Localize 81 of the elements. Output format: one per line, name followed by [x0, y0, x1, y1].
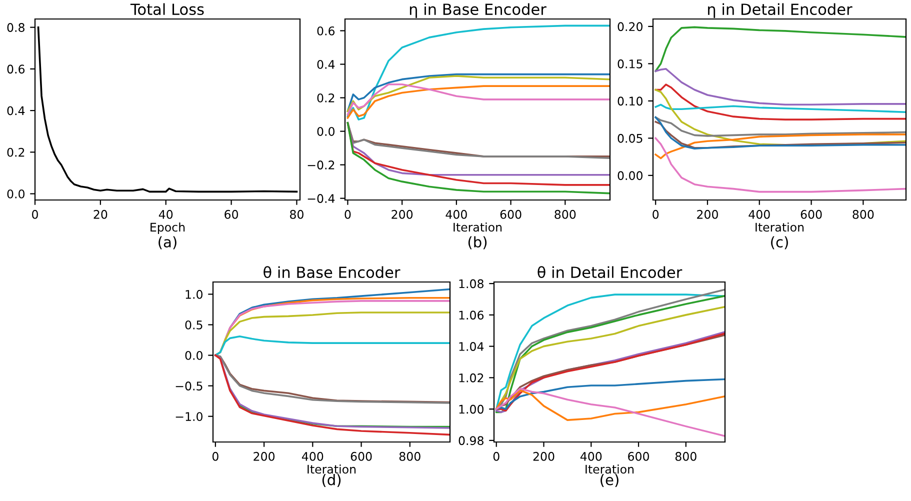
x-tick-label: 800 — [852, 210, 874, 219]
x-tick-label: 80 — [290, 210, 304, 219]
line-series — [214, 335, 450, 356]
line-series — [495, 389, 725, 421]
y-tick-label: 0.4 — [317, 60, 335, 69]
line-series — [654, 104, 906, 114]
x-tick-label: 0 — [493, 452, 500, 461]
y-tick-label: −0.2 — [308, 160, 334, 170]
line-series — [346, 122, 610, 176]
x-tick-label: 0 — [32, 210, 38, 219]
y-tick-label: 0.6 — [7, 64, 25, 74]
x-tick-label: 40 — [158, 210, 173, 219]
y-tick-label: 0.05 — [618, 134, 642, 143]
x-tick-label: 400 — [748, 210, 770, 219]
y-tick-label: 0.00 — [618, 171, 642, 180]
y-tick-label: 0.6 — [317, 26, 335, 36]
line-series — [495, 388, 725, 437]
line-series — [654, 68, 906, 106]
x-tick-label: 400 — [580, 452, 602, 461]
line-series — [654, 26, 906, 72]
x-tick-label: 0 — [344, 210, 351, 219]
y-tick-label: 1.06 — [459, 310, 484, 320]
x-tick-label: 400 — [302, 452, 324, 461]
line-series — [654, 116, 906, 137]
x-tick-label: 800 — [554, 210, 576, 219]
y-tick-label: 0.0 — [317, 127, 334, 136]
x-tick-label: 800 — [399, 452, 420, 461]
x-axis-title: Iteration — [454, 222, 502, 232]
text: (b) — [468, 236, 487, 250]
line-series — [495, 378, 725, 410]
y-tick-label: 0.8 — [7, 23, 24, 32]
x-tick-label: 200 — [254, 452, 275, 461]
x-tick-label: 600 — [628, 452, 650, 461]
y-tick-label: 1.0 — [186, 290, 202, 299]
x-tick-label: 800 — [675, 452, 696, 461]
y-tick-label: 0.2 — [317, 93, 334, 102]
line-series — [346, 24, 610, 120]
y-tick-label: −0.4 — [308, 194, 335, 203]
y-tick-label: 0.20 — [618, 22, 642, 32]
x-tick-label: 60 — [224, 210, 238, 219]
y-tick-label: 0.0 — [185, 351, 202, 360]
chart-title: θ in Base Encoder — [264, 266, 400, 278]
text: (e) — [600, 474, 618, 488]
x-axis-title: Iteration — [308, 464, 356, 474]
x-tick-label: 600 — [350, 452, 372, 461]
x-tick-label: 200 — [697, 210, 718, 219]
y-tick-label: 0.15 — [618, 59, 642, 68]
y-tick-label: 0.2 — [7, 148, 24, 157]
line-series — [654, 137, 906, 193]
x-axis-title: Iteration — [586, 464, 634, 474]
chart-title: θ in Detail Encoder — [538, 266, 682, 278]
text: (a) — [158, 236, 176, 250]
y-tick-label: −0.5 — [176, 382, 202, 390]
line-series — [654, 134, 906, 160]
y-tick-label: 0.10 — [618, 96, 642, 106]
x-tick-label: 200 — [392, 210, 413, 219]
x-tick-label: 0 — [212, 452, 218, 461]
line-series — [654, 84, 906, 120]
y-tick-label: 1.00 — [459, 404, 484, 414]
x-tick-label: 20 — [94, 210, 108, 219]
y-tick-label: 1.08 — [459, 279, 484, 288]
x-tick-label: 200 — [533, 452, 554, 461]
text: (c) — [771, 236, 788, 250]
x-tick-label: 600 — [500, 210, 522, 219]
chart-title: η in Detail Encoder — [708, 3, 852, 18]
y-tick-label: 1.02 — [459, 373, 484, 382]
y-tick-label: 0.0 — [7, 189, 24, 198]
x-tick-label: 0 — [652, 210, 659, 219]
y-tick-label: −1.0 — [176, 412, 202, 422]
line-series — [654, 116, 906, 150]
y-tick-label: 0.5 — [185, 320, 202, 330]
y-tick-label: 1.04 — [459, 342, 484, 351]
x-tick-label: 600 — [800, 210, 822, 219]
x-tick-label: 400 — [446, 210, 467, 219]
x-axis-title: Epoch — [150, 222, 185, 234]
chart-title: Total Loss — [130, 3, 204, 16]
x-axis-title: Iteration — [756, 222, 804, 232]
y-tick-label: 0.98 — [458, 436, 484, 446]
chart-title: η in Base Encoder — [410, 3, 546, 18]
y-tick-label: 0.4 — [7, 106, 25, 116]
text: (d) — [322, 474, 341, 488]
